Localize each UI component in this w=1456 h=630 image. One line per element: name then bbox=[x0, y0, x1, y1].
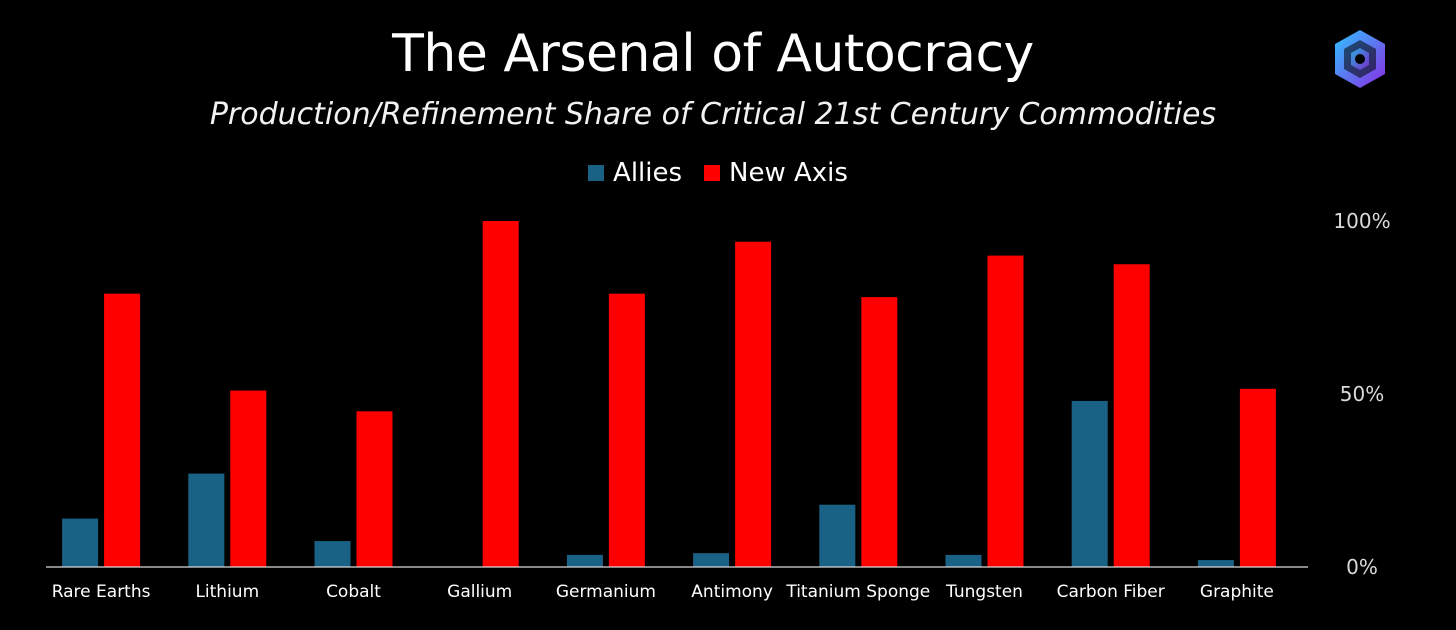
x-tick-label: Lithium bbox=[195, 582, 259, 602]
y-tick-label: 100% bbox=[1333, 209, 1390, 233]
bar-new-axis-germanium bbox=[608, 293, 645, 567]
y-tick-label: 0% bbox=[1346, 555, 1378, 579]
chart-subtitle: Production/Refinement Share of Critical … bbox=[209, 97, 1217, 132]
bar-allies-lithium bbox=[188, 473, 225, 567]
bar-allies-carbon-fiber bbox=[1071, 400, 1108, 567]
legend-label-allies: Allies bbox=[613, 158, 683, 188]
bar-allies-graphite bbox=[1197, 560, 1234, 567]
x-tick-label: Antimony bbox=[691, 582, 773, 602]
legend-swatch-new-axis bbox=[704, 165, 721, 181]
hexagon-spiral-logo-icon bbox=[1335, 30, 1385, 88]
x-tick-label: Cobalt bbox=[326, 582, 381, 602]
bar-new-axis-carbon-fiber bbox=[1113, 264, 1150, 567]
y-tick-label: 50% bbox=[1340, 382, 1384, 406]
bar-new-axis-lithium bbox=[230, 390, 267, 567]
legend-swatch-allies bbox=[588, 165, 605, 181]
chart-legend: Allies New Axis bbox=[0, 158, 1436, 188]
bar-allies-titanium-sponge bbox=[819, 504, 856, 567]
bar-new-axis-antimony bbox=[735, 241, 772, 567]
chart-title: The Arsenal of Autocracy bbox=[392, 24, 1034, 84]
bar-new-axis-tungsten bbox=[987, 255, 1024, 567]
x-tick-label: Gallium bbox=[447, 582, 512, 602]
bar-allies-germanium bbox=[566, 554, 603, 567]
x-tick-label: Graphite bbox=[1200, 582, 1274, 602]
x-tick-label: Titanium Sponge bbox=[785, 582, 930, 602]
legend-item-allies: Allies bbox=[588, 158, 682, 188]
bar-allies-cobalt bbox=[314, 541, 351, 567]
x-tick-label: Rare Earths bbox=[52, 582, 151, 602]
bar-new-axis-gallium bbox=[482, 221, 519, 567]
bar-allies-antimony bbox=[693, 553, 730, 567]
legend-label-new-axis: New Axis bbox=[729, 158, 848, 188]
bar-new-axis-cobalt bbox=[356, 411, 393, 567]
x-tick-label: Tungsten bbox=[945, 582, 1023, 602]
bar-allies-rare-earths bbox=[62, 518, 99, 567]
bar-new-axis-titanium-sponge bbox=[861, 297, 898, 567]
legend-item-new-axis: New Axis bbox=[704, 158, 848, 188]
bar-new-axis-rare-earths bbox=[104, 293, 141, 567]
bar-new-axis-graphite bbox=[1239, 388, 1276, 567]
bar-allies-tungsten bbox=[945, 554, 982, 567]
x-tick-label: Carbon Fiber bbox=[1057, 582, 1165, 602]
x-tick-label: Germanium bbox=[556, 582, 656, 602]
